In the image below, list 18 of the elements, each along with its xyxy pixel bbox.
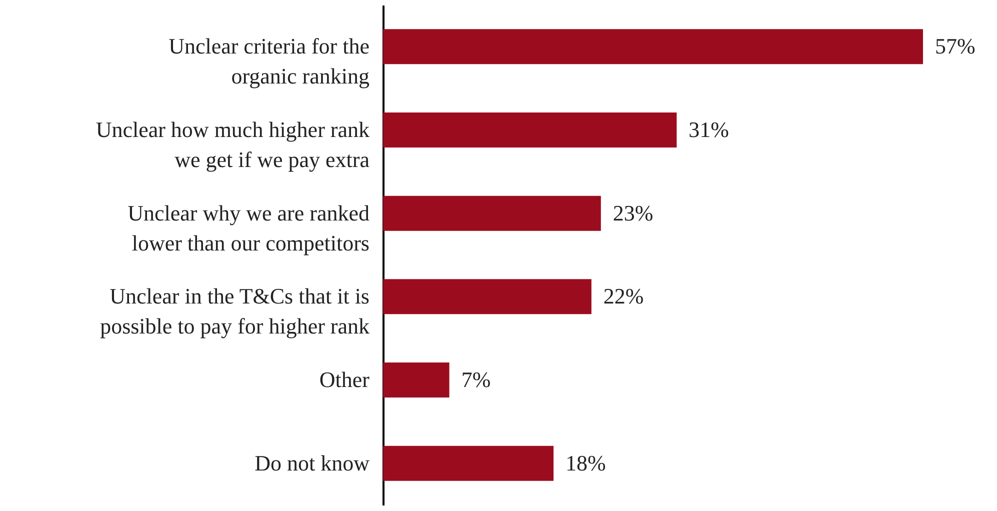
y-tick-label: Other [319, 367, 370, 392]
data-label: 18% [566, 450, 606, 476]
bar [383, 362, 450, 398]
bar [383, 446, 554, 481]
y-tick-label: Unclear in the T&Cs that it is possible to pay for higher rank [100, 284, 370, 339]
data-label: 22% [603, 284, 644, 309]
bar [383, 279, 592, 314]
bar [383, 29, 923, 64]
y-tick-label: Do not know [254, 450, 370, 476]
y-tick-label: Unclear why we are ranked lower than our competitors [128, 200, 370, 256]
bar [383, 196, 601, 231]
data-label: 57% [935, 34, 976, 59]
y-tick-label: Unclear criteria for the organic ranking [168, 34, 370, 89]
data-label: 7% [461, 367, 491, 392]
bar [383, 112, 677, 148]
data-label: 31% [688, 117, 730, 142]
data-label: 23% [612, 200, 654, 226]
y-tick-label: Unclear how much higher rank we get if we pay extra [96, 117, 370, 172]
